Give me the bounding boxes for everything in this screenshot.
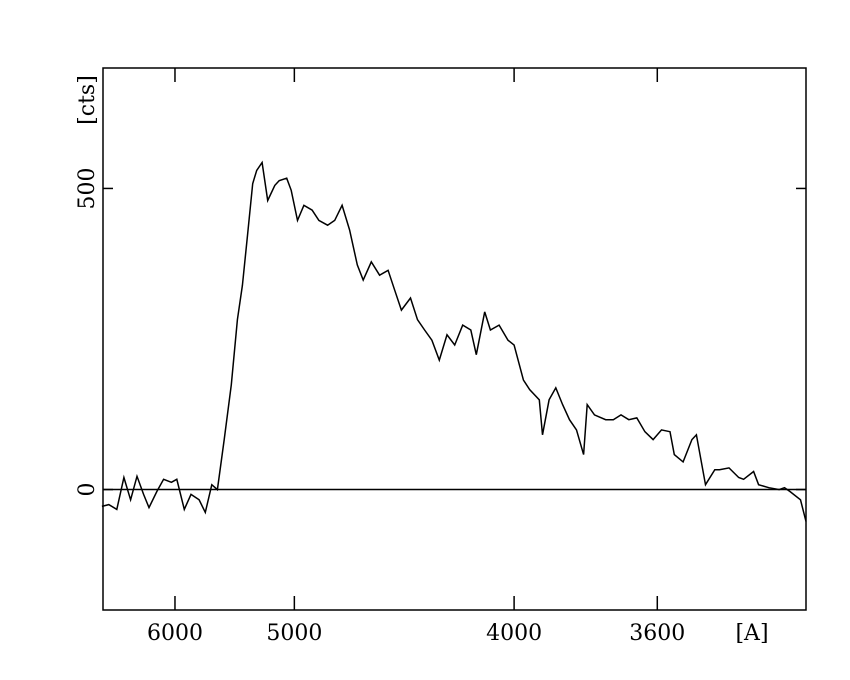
x-axis-label: [A] — [735, 621, 768, 646]
x-tick-label: 5000 — [266, 621, 322, 646]
x-tick-label: 3600 — [629, 621, 685, 646]
spectrum-line — [101, 160, 807, 522]
y-axis-label: [cts] — [75, 75, 100, 125]
x-tick-label: 4000 — [486, 621, 542, 646]
y-tick-label: 500 — [75, 167, 100, 209]
y-tick-label: 0 — [75, 483, 100, 497]
plot-frame — [102, 67, 807, 611]
x-tick-label: 6000 — [147, 621, 203, 646]
